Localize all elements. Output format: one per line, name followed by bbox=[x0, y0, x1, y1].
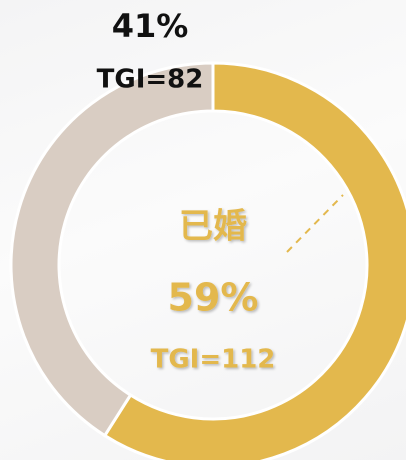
value-label: 41% bbox=[112, 7, 189, 45]
annotation: TGI=112 bbox=[151, 345, 276, 375]
value-label: 59% bbox=[168, 276, 259, 320]
leader-line bbox=[286, 194, 344, 253]
donut-slice bbox=[9, 61, 215, 438]
category-label: 已婚 bbox=[179, 207, 247, 247]
donut-slice bbox=[102, 61, 406, 460]
annotation: TGI=82 bbox=[97, 65, 204, 95]
